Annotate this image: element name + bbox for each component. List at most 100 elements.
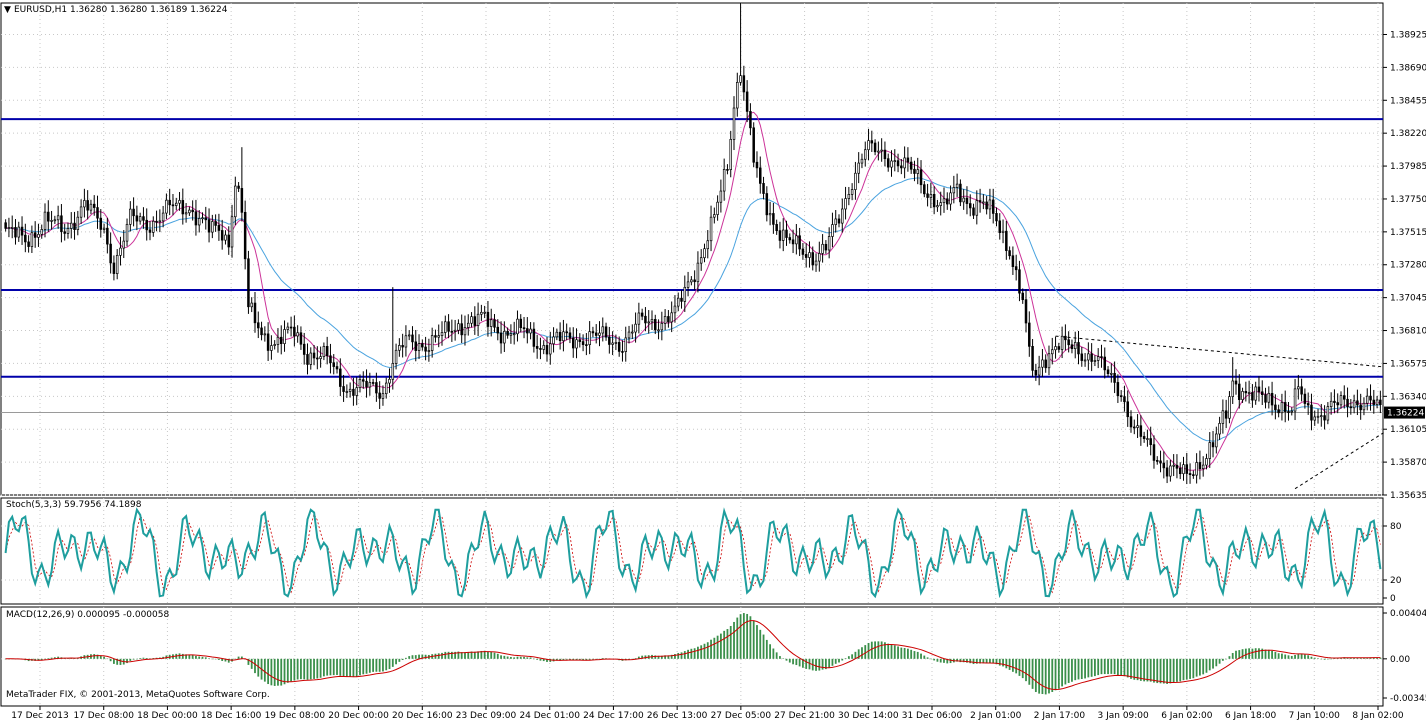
macd-bar [719,633,722,659]
y-tick-label: -0.003457 [1390,694,1426,704]
candle-body [493,319,496,328]
macd-bar [1182,658,1185,681]
candle-body [1356,400,1359,406]
y-tick-label: 1.37515 [1390,228,1426,238]
candle-body [1047,353,1051,369]
macd-bar [1281,653,1283,659]
candle-body [66,228,70,234]
candle-body [289,326,293,329]
x-tick-label: 2 Jan 01:00 [970,711,1022,721]
candle-body [283,329,286,344]
x-tick-label: 31 Dec 06:00 [902,711,963,721]
candle-body [329,355,332,364]
candle-body [1323,415,1326,421]
time-axis: 17 Dec 2013 17 Dec 08:00 18 Dec 00:00 18 De… [11,706,1404,721]
candle-body [1241,391,1244,400]
macd-bar [1225,658,1228,660]
candle-body [654,319,657,331]
candle-body [1044,359,1047,369]
macd-bar [1208,658,1211,671]
candle-body [1277,409,1280,414]
candle-body [844,198,847,210]
macd-bar [50,657,53,659]
candle-body [1060,335,1064,350]
macd-bar [385,658,388,671]
macd-bar [683,651,686,659]
macd-bar [1048,658,1050,694]
x-tick-label: 23 Dec 09:00 [456,711,517,721]
candle-body [112,262,116,274]
macd-bar [654,655,657,659]
macd-bar [756,625,758,659]
macd-bar [493,652,496,659]
candle-body [1185,464,1189,474]
candle-body [804,254,808,258]
candle-body [1113,372,1116,383]
candle-body [841,208,844,224]
macd-bar [667,655,670,659]
macd-bar [1258,648,1260,659]
candle-body [703,248,706,259]
candle-body [342,386,345,392]
macd-bar [129,658,132,661]
panel-frames [0,2,1384,707]
candle-body [650,319,654,323]
macd-bar [326,658,329,676]
macd-bar [1103,658,1106,675]
macd-bar [283,658,286,685]
stochastic-axis: 80 20 0 [1383,522,1402,604]
macd-bar [962,658,965,663]
macd-bar [47,658,50,659]
macd-bar [53,657,56,659]
macd-bar [706,642,709,659]
candle-body [759,167,762,184]
macd-signal-line [5,620,1381,691]
macd-bar [900,647,903,659]
candle-body [1218,423,1221,435]
candle-body [644,315,647,324]
macd-bar [861,647,863,659]
macd-bar [119,658,122,665]
macd-bar [1221,658,1224,661]
candle-body [214,221,217,226]
stochastic-title: Stoch(5,3,3) 59.7956 74.1898 [6,500,142,510]
macd-bar [877,641,880,659]
candle-body [319,356,322,360]
candle-body [768,213,772,216]
y-tick-label: 1.38220 [1390,129,1426,139]
candle-body [480,311,483,315]
candle-body [903,157,906,169]
candle-body [647,321,650,324]
macd-bar [532,658,535,660]
candle-body [145,219,148,231]
macd-bar [903,647,906,659]
candle-body [772,213,775,225]
candle-body [1372,399,1376,405]
candle-body [690,279,693,283]
macd-bar [805,658,808,669]
candle-body [637,312,641,325]
macd-bar [1326,658,1329,660]
candle-body [260,327,263,336]
macd-bar [1169,658,1172,684]
macd-bar [536,658,539,660]
candle-body [1014,266,1018,271]
candle-body [1333,400,1336,403]
candle-body [1100,356,1103,358]
collapse-arrow-icon[interactable]: ▼ [4,5,11,15]
candle-body [309,352,313,365]
price-trendlines[interactable] [1055,335,1384,490]
y-tick-label: 0.004044 [1390,609,1426,619]
price-horizontal-levels[interactable] [1,118,1383,414]
macd-bar [985,658,988,664]
macd-bar [559,658,562,661]
candle-body [132,208,135,217]
candle-body [1054,346,1057,351]
candle-body [919,169,923,186]
candle-body [716,201,719,215]
macd-bar [956,658,959,662]
candle-body [1274,404,1277,411]
candle-body [276,336,280,345]
macd-bar [539,658,542,661]
